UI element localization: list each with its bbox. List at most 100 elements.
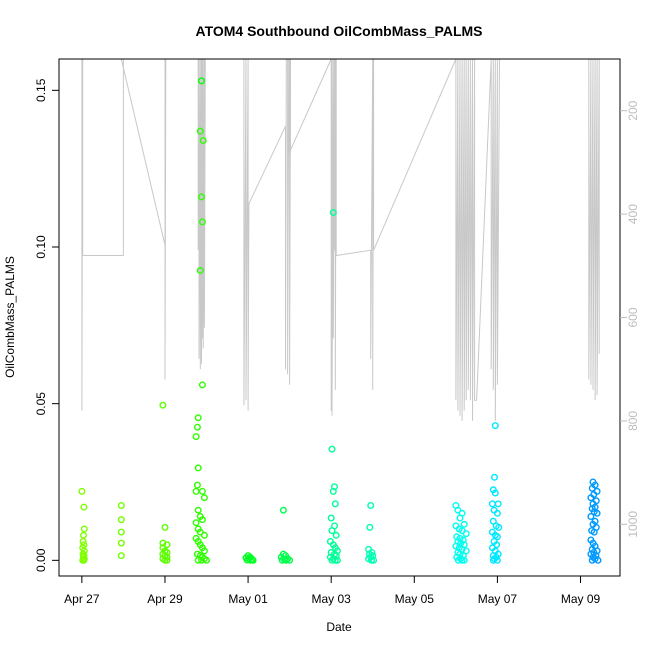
right-tick-label: 800 xyxy=(626,411,640,431)
x-tick-label: May 03 xyxy=(312,592,352,606)
data-point xyxy=(198,218,206,226)
data-point xyxy=(452,542,460,550)
data-point xyxy=(199,136,207,144)
data-point xyxy=(200,547,208,555)
data-point xyxy=(200,494,208,502)
data-point xyxy=(196,267,204,275)
right-tick-label: 400 xyxy=(626,204,640,224)
x-axis: Apr 27 Apr 29 May 01 May 03 May 05 May 07 May … xyxy=(64,575,601,606)
data-point xyxy=(590,528,598,536)
data-point xyxy=(327,549,335,557)
data-point xyxy=(367,502,375,510)
data-point xyxy=(331,500,339,508)
data-point xyxy=(328,445,336,453)
data-point xyxy=(117,528,125,536)
data-point xyxy=(194,506,202,514)
data-point xyxy=(198,487,206,495)
data-point xyxy=(193,481,201,489)
data-point xyxy=(198,381,206,389)
data-point xyxy=(196,127,204,135)
data-point xyxy=(202,556,210,564)
data-point xyxy=(456,514,464,522)
data-point xyxy=(278,556,286,564)
data-point xyxy=(494,500,502,508)
data-point xyxy=(192,487,200,495)
x-tick-label: May 07 xyxy=(478,592,518,606)
data-point xyxy=(493,556,501,564)
x-tick-label: May 05 xyxy=(395,592,435,606)
data-point xyxy=(489,556,497,564)
data-point xyxy=(194,414,202,422)
data-point xyxy=(78,487,86,495)
right-axis: 200 400 600 800 1000 xyxy=(620,100,640,538)
data-point xyxy=(366,523,374,531)
x-tick-label: Apr 27 xyxy=(64,592,100,606)
data-point xyxy=(80,547,88,555)
data-point xyxy=(587,494,595,502)
data-point xyxy=(249,556,257,564)
x-tick-label: May 09 xyxy=(561,592,601,606)
data-point xyxy=(331,556,339,564)
right-tick-label: 200 xyxy=(626,100,640,120)
data-point xyxy=(460,520,468,528)
y-tick-label: 0.00 xyxy=(34,548,48,572)
data-point xyxy=(493,533,501,541)
plot-frame xyxy=(58,58,621,577)
data-point xyxy=(328,527,336,535)
data-point xyxy=(194,556,202,564)
data-point xyxy=(197,193,205,201)
y-tick-label: 0.15 xyxy=(34,78,48,102)
data-point xyxy=(329,487,337,495)
right-tick-label: 1000 xyxy=(626,511,640,538)
data-point xyxy=(198,516,206,524)
data-point xyxy=(247,556,255,564)
data-point xyxy=(117,552,125,560)
data-point xyxy=(117,502,125,510)
data-point xyxy=(286,556,294,564)
data-point xyxy=(587,513,595,521)
data-point xyxy=(279,506,287,514)
y-tick-label: 0.10 xyxy=(34,235,48,259)
data-point xyxy=(200,531,208,539)
data-point xyxy=(593,509,601,517)
data-point xyxy=(488,500,496,508)
data-point xyxy=(79,538,87,546)
data-point xyxy=(161,523,169,531)
data-point xyxy=(491,422,499,430)
data-point xyxy=(493,509,501,517)
data-point xyxy=(117,516,125,524)
data-point xyxy=(491,489,499,497)
y-axis-title: OilCombMass_PALMS xyxy=(3,256,17,378)
data-point xyxy=(117,539,125,547)
data-point xyxy=(192,519,200,527)
data-point xyxy=(80,556,88,564)
data-points-layer xyxy=(78,77,602,564)
data-point xyxy=(594,556,602,564)
data-point xyxy=(192,433,200,441)
data-point xyxy=(159,539,167,547)
data-point xyxy=(194,464,202,472)
data-point xyxy=(163,556,171,564)
y-tick-label: 0.05 xyxy=(34,392,48,416)
data-point xyxy=(458,556,466,564)
data-point xyxy=(80,525,88,533)
data-point xyxy=(495,523,503,531)
data-point xyxy=(327,514,335,522)
data-point xyxy=(491,473,499,481)
data-point xyxy=(329,208,337,216)
chart-title: ATOM4 Southbound OilCombMass_PALMS xyxy=(196,23,483,39)
x-tick-label: Apr 29 xyxy=(147,592,183,606)
y-axis: 0.00 0.05 0.10 0.15 xyxy=(34,78,59,572)
data-point xyxy=(193,423,201,431)
data-point xyxy=(159,401,167,409)
right-tick-label: 600 xyxy=(626,307,640,327)
data-point xyxy=(79,531,87,539)
data-point xyxy=(454,556,462,564)
altitude-trace-line xyxy=(81,58,600,421)
data-point xyxy=(328,556,336,564)
x-axis-title: Date xyxy=(326,620,352,634)
data-point xyxy=(282,556,290,564)
data-point xyxy=(80,503,88,511)
data-point xyxy=(197,77,205,85)
